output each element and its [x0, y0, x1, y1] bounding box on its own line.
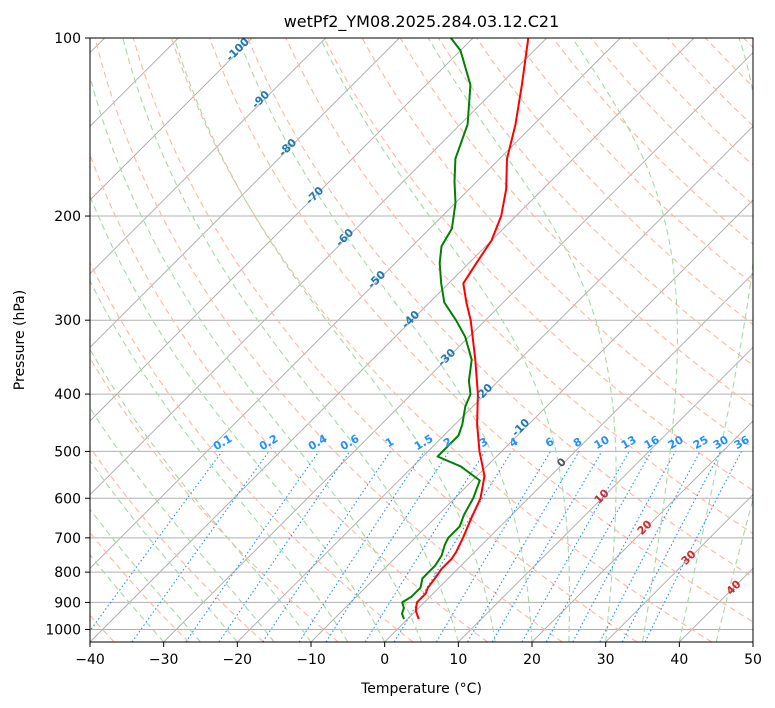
y-tick-label: 1000	[45, 622, 81, 638]
isotherm-line	[90, 38, 400, 349]
isotherm-line	[605, 493, 753, 642]
dry-adiabat-line	[323, 38, 753, 492]
x-tick-label: 50	[744, 652, 762, 668]
dry-adiabat-line	[90, 446, 264, 642]
chart-title: wetPf2_YM08.2025.284.03.12.C21	[284, 12, 560, 32]
x-tick-label: 40	[670, 652, 688, 668]
plot-area	[90, 38, 753, 642]
x-axis-ticks: −40 −30 −20 −10 0 10 20 30 40 50	[75, 642, 762, 668]
dry-adiabat-line	[132, 38, 638, 642]
y-axis-ticks: 100 200 300 400 500 600 700 800 900 1000	[45, 31, 90, 638]
mixing-ratio-line	[572, 451, 676, 642]
mixing-ratio-line	[393, 451, 513, 642]
y-tick-label: 500	[54, 444, 81, 460]
dry-adiabats	[90, 38, 753, 642]
x-tick-label: 20	[523, 652, 541, 668]
y-tick-label: 900	[54, 595, 81, 611]
y-tick-label: 600	[54, 491, 81, 507]
mixing-ratio-line	[545, 451, 652, 642]
plot-frame	[89, 37, 754, 643]
sounding-series	[401, 38, 530, 620]
isotherm-line	[90, 38, 327, 275]
y-tick-label: 800	[54, 565, 81, 581]
isotherm-line	[90, 38, 621, 570]
moist-adiabat-line	[319, 38, 571, 642]
dry-adiabat-line	[170, 38, 712, 642]
x-tick-label: 30	[597, 652, 615, 668]
dry-adiabat-line	[247, 38, 753, 578]
moist-adiabat-line	[90, 348, 312, 642]
dry-adiabat-line	[208, 38, 753, 623]
mixing-ratio-line	[185, 451, 320, 642]
dry-adiabat-line	[285, 38, 753, 535]
x-tick-label: −20	[223, 652, 253, 668]
y-tick-label: 400	[54, 387, 81, 403]
y-tick-label: 200	[54, 209, 81, 225]
moist-adiabat-line	[427, 38, 617, 642]
temperature-line	[414, 38, 530, 620]
isotherm-line	[90, 38, 548, 496]
moist-adiabat-line	[90, 508, 201, 642]
isotherm-line	[90, 38, 474, 422]
x-tick-label: 10	[449, 652, 467, 668]
moist-adiabat-line	[90, 459, 238, 642]
y-tick-label: 300	[54, 313, 81, 329]
x-tick-label: −30	[149, 652, 179, 668]
x-axis-label: Temperature (°C)	[360, 681, 482, 697]
mixing-ratio-line	[325, 451, 450, 642]
moist-adiabat-line	[237, 38, 533, 642]
mixing-ratio-line	[131, 451, 270, 642]
dry-adiabat-line	[90, 261, 414, 642]
isotherm-line	[384, 272, 753, 642]
mixing-ratio-lines	[90, 451, 742, 642]
mixing-ratio-line	[218, 451, 351, 642]
mixing-ratio-line	[521, 451, 630, 642]
x-tick-label: 0	[380, 652, 389, 668]
moist-adiabat-line	[173, 38, 496, 642]
mixing-ratio-line	[90, 451, 223, 632]
mixing-ratio-line	[298, 451, 425, 642]
mixing-ratio-line	[621, 451, 722, 642]
dry-adiabat-line	[476, 38, 753, 326]
isotherm-line	[457, 346, 753, 642]
x-tick-label: −40	[75, 652, 105, 668]
moist-adiabat-line	[122, 38, 459, 642]
isotherm-line	[236, 125, 753, 642]
y-axis-label: Pressure (hPa)	[12, 290, 28, 390]
isotherm-line	[90, 38, 253, 201]
moist-adiabat-line	[571, 38, 678, 642]
moist-adiabat-line	[90, 74, 423, 642]
dry-adiabat-line	[94, 38, 563, 642]
moist-adiabats	[90, 38, 753, 642]
y-tick-label: 100	[54, 31, 81, 47]
dewpoint-line	[401, 38, 481, 620]
mixing-ratio-line	[262, 451, 391, 642]
mixing-ratio-line	[644, 451, 742, 642]
moist-adiabat-line	[678, 38, 753, 642]
x-tick-label: −10	[296, 652, 326, 668]
moist-adiabat-line	[90, 194, 386, 642]
isotherm-line	[531, 420, 753, 642]
y-tick-label: 700	[54, 531, 81, 547]
moist-adiabat-line	[90, 279, 349, 642]
moist-adiabat-line	[90, 407, 275, 642]
moist-adiabat-line	[715, 497, 753, 642]
dry-adiabat-line	[90, 357, 339, 642]
dry-adiabat-line	[514, 38, 753, 285]
